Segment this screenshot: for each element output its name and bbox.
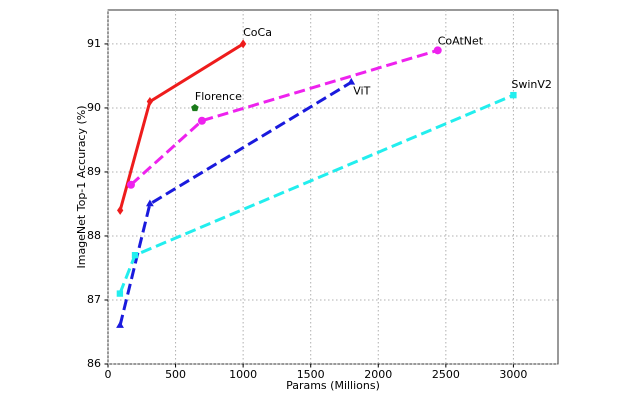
- marker: [117, 205, 124, 215]
- x-axis-label: Params (Millions): [286, 379, 380, 392]
- marker: [239, 39, 247, 49]
- marker: [197, 116, 206, 125]
- x-tick-label: 2500: [432, 368, 460, 381]
- marker: [126, 180, 135, 189]
- marker: [191, 103, 199, 112]
- marker: [131, 251, 139, 259]
- x-tick-label: 1000: [229, 368, 257, 381]
- y-tick-label: 91: [87, 37, 101, 50]
- y-tick-label: 89: [87, 165, 101, 178]
- y-tick-label: 86: [87, 357, 101, 370]
- marker: [347, 77, 356, 85]
- marker: [116, 321, 124, 328]
- x-tick-label: 3000: [499, 368, 527, 381]
- y-tick-label: 90: [87, 101, 101, 114]
- marker: [433, 46, 442, 55]
- series-label: SwinV2: [511, 78, 552, 91]
- series-label: ViT: [353, 84, 370, 97]
- series-label: CoCa: [243, 26, 272, 39]
- x-tick-label: 2000: [364, 368, 392, 381]
- marker: [146, 97, 154, 107]
- y-tick-label: 87: [87, 293, 101, 306]
- x-tick-label: 0: [105, 368, 112, 381]
- series-label: CoAtNet: [438, 34, 484, 47]
- x-tick-label: 500: [165, 368, 186, 381]
- marker: [510, 91, 517, 99]
- series-label: Florence: [195, 90, 242, 103]
- marker: [116, 290, 124, 297]
- marker: [145, 199, 154, 207]
- series-line: [118, 81, 353, 326]
- series-line: [118, 93, 514, 295]
- x-tick-label: 1500: [297, 368, 325, 381]
- y-axis-label: ImageNet Top-1 Accuracy (%): [75, 105, 88, 268]
- series-line: [129, 48, 439, 186]
- y-tick-label: 88: [87, 229, 101, 242]
